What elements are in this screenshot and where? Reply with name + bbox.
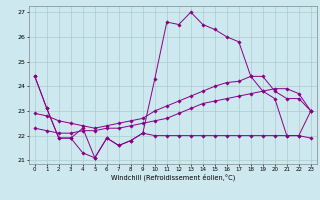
X-axis label: Windchill (Refroidissement éolien,°C): Windchill (Refroidissement éolien,°C) <box>111 174 235 181</box>
